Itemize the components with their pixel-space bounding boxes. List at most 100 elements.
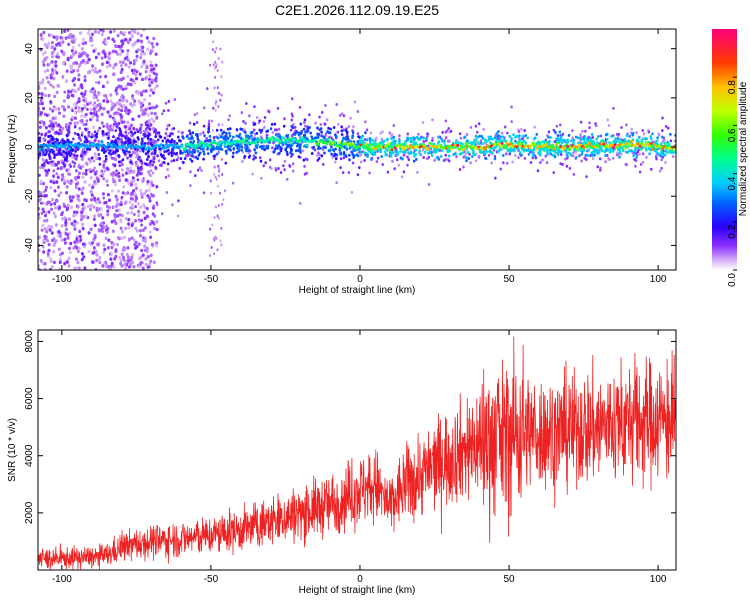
- heatmap-cell: [211, 223, 214, 227]
- heatmap-cell: [530, 143, 534, 147]
- heatmap-cell: [207, 127, 211, 131]
- heatmap-cell: [81, 175, 85, 180]
- heatmap-cell: [571, 129, 574, 133]
- heatmap-cell: [224, 149, 228, 153]
- heatmap-cell: [56, 83, 60, 88]
- heatmap-cell: [244, 149, 248, 153]
- heatmap-cell: [114, 221, 118, 225]
- heatmap-cell: [303, 121, 306, 125]
- heatmap-cell: [520, 153, 523, 157]
- heatmap-cell: [125, 134, 128, 138]
- heatmap-cell: [310, 135, 313, 139]
- heatmap-cell: [630, 139, 634, 143]
- heatmap-cell: [52, 237, 56, 241]
- heatmap-cell: [616, 137, 620, 141]
- heatmap-cell: [609, 147, 613, 151]
- heatmap-cell: [39, 193, 43, 197]
- heatmap-cell: [421, 143, 425, 147]
- heatmap-cell: [349, 116, 352, 120]
- heatmap-cell: [139, 33, 143, 38]
- heatmap-cell: [50, 60, 54, 64]
- heatmap-cell: [128, 153, 132, 157]
- heatmap-cell: [167, 174, 170, 178]
- heatmap-cell: [76, 260, 80, 265]
- heatmap-cell: [55, 130, 58, 134]
- heatmap-cell: [78, 126, 81, 130]
- heatmap-cell: [468, 141, 471, 145]
- heatmap-cell: [77, 187, 81, 191]
- heatmap-cell: [441, 130, 444, 134]
- heatmap-cell: [412, 151, 416, 155]
- heatmap-cell: [38, 248, 41, 252]
- heatmap-cell: [389, 145, 393, 149]
- heatmap-cell: [437, 135, 440, 139]
- heatmap-cell: [79, 217, 83, 222]
- heatmap-cell: [289, 151, 292, 155]
- spectrogram-x-tick-label: -50: [204, 274, 219, 285]
- heatmap-cell: [52, 76, 56, 81]
- heatmap-cell: [52, 35, 56, 39]
- heatmap-cell: [126, 111, 130, 116]
- heatmap-cell: [117, 101, 121, 106]
- heatmap-cell: [80, 214, 84, 218]
- heatmap-cell: [606, 137, 609, 141]
- heatmap-cell: [81, 164, 85, 168]
- heatmap-cell: [390, 133, 393, 137]
- heatmap-cell: [137, 218, 141, 222]
- heatmap-cell: [130, 68, 134, 73]
- heatmap-cell: [638, 170, 642, 174]
- heatmap-cell: [113, 215, 117, 219]
- heatmap-cell: [100, 56, 104, 60]
- heatmap-cell: [664, 124, 668, 128]
- heatmap-cell: [108, 63, 112, 68]
- heatmap-cell: [521, 134, 525, 138]
- heatmap-cell: [149, 67, 153, 72]
- heatmap-cell: [110, 189, 114, 193]
- heatmap-cell: [60, 153, 64, 157]
- heatmap-cell: [423, 145, 427, 149]
- heatmap-cell: [38, 173, 41, 177]
- heatmap-cell: [635, 131, 638, 135]
- heatmap-cell: [346, 135, 349, 139]
- heatmap-cell: [108, 128, 112, 132]
- heatmap-cell: [38, 84, 41, 89]
- heatmap-cell: [304, 124, 307, 128]
- heatmap-cell: [53, 189, 57, 193]
- heatmap-cell: [356, 173, 360, 177]
- heatmap-cell: [135, 58, 139, 62]
- heatmap-cell: [42, 63, 46, 67]
- heatmap-cell: [167, 99, 171, 103]
- heatmap-cell: [493, 155, 497, 159]
- heatmap-cell: [145, 214, 149, 218]
- heatmap-cell: [184, 154, 188, 158]
- heatmap-cell: [394, 139, 397, 143]
- heatmap-cell: [108, 198, 112, 203]
- heatmap-cell: [38, 108, 41, 113]
- heatmap-cell: [290, 118, 293, 122]
- heatmap-cell: [350, 150, 353, 154]
- heatmap-cell: [121, 49, 125, 53]
- heatmap-cell: [117, 136, 120, 140]
- heatmap-cell: [455, 155, 458, 159]
- heatmap-cell: [584, 153, 588, 157]
- heatmap-cell: [159, 150, 162, 154]
- heatmap-cell: [59, 35, 63, 40]
- heatmap-cell: [151, 45, 155, 49]
- heatmap-cell: [134, 182, 138, 187]
- heatmap-cell: [458, 168, 462, 172]
- heatmap-cell: [91, 114, 95, 119]
- heatmap-cell: [73, 111, 77, 115]
- heatmap-cell: [303, 118, 307, 122]
- heatmap-cell: [55, 172, 58, 176]
- heatmap-cell: [45, 114, 49, 118]
- heatmap-cell: [226, 140, 230, 144]
- heatmap-cell: [253, 105, 256, 109]
- heatmap-cell: [143, 216, 147, 221]
- heatmap-cell: [62, 162, 65, 166]
- heatmap-cell: [136, 178, 140, 182]
- heatmap-cell: [146, 113, 150, 117]
- heatmap-cell: [138, 72, 142, 76]
- heatmap-cell: [398, 139, 401, 143]
- heatmap-cell: [38, 150, 42, 154]
- heatmap-cell: [633, 149, 637, 153]
